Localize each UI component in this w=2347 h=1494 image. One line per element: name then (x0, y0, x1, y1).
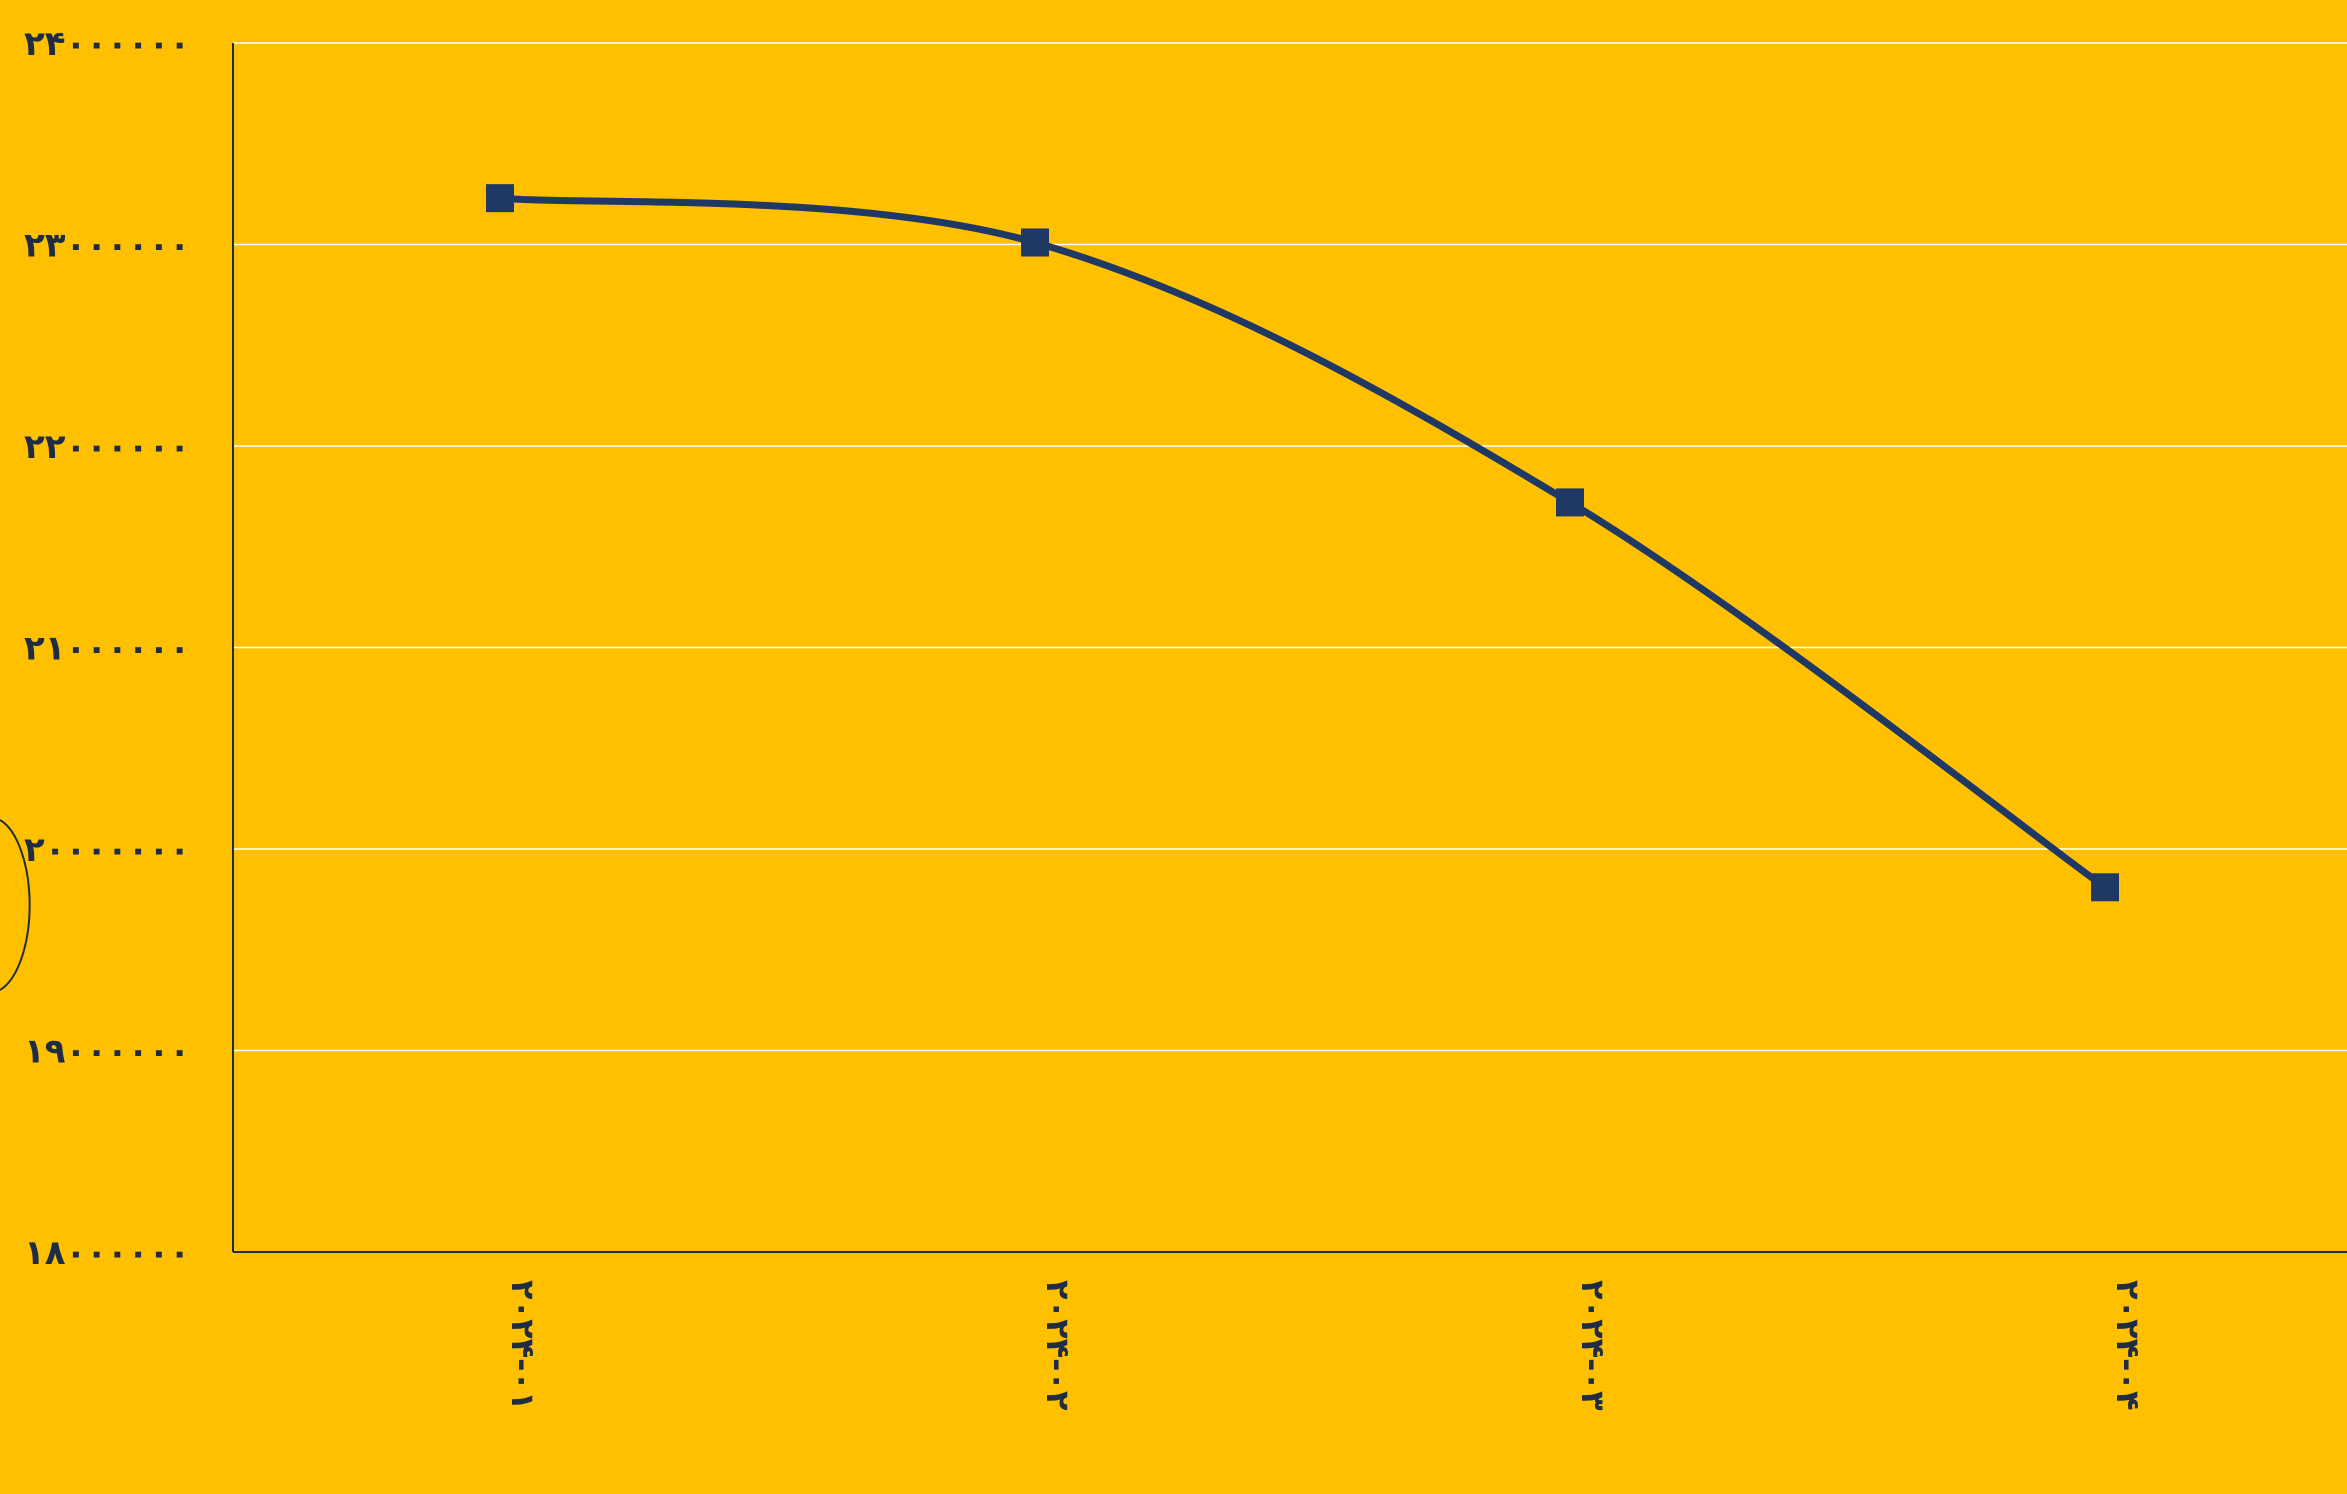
series-layer (486, 184, 2119, 902)
y-tick-label: ۲۲۰۰۰۰۰۰ (24, 427, 190, 467)
y-tick-label: ۲۰۰۰۰۰۰۰ (24, 830, 190, 870)
y-axis-tick-labels: ۱۸۰۰۰۰۰۰ ۱۹۰۰۰۰۰۰ ۲۰۰۰۰۰۰۰ ۲۱۰۰۰۰۰۰ ۲۲۰۰۰۰۰۰… (24, 24, 190, 1273)
data-point-marker (1021, 228, 1049, 257)
y-tick-label: ۱۸۰۰۰۰۰۰ (24, 1233, 190, 1273)
partial-circle-decoration (0, 819, 31, 991)
data-point-marker (486, 184, 514, 213)
y-tick-label: ۲۳۰۰۰۰۰۰ (24, 226, 190, 266)
y-tick-label: ۱۹۰۰۰۰۰۰ (24, 1032, 190, 1072)
gridlines (233, 42, 2347, 1052)
axes (232, 43, 2347, 1253)
y-tick-label: ۲۱۰۰۰۰۰۰ (24, 629, 190, 669)
data-point-marker (2091, 873, 2119, 902)
x-tick-label: ۲۰۲۴-۰۱ (504, 1280, 542, 1410)
x-tick-label: ۲۰۲۴-۰۲ (1039, 1280, 1077, 1411)
data-point-marker (1556, 488, 1584, 517)
x-axis-tick-labels: ۲۰۲۴-۰۱ ۲۰۲۴-۰۲ ۲۰۲۴-۰۳ ۲۰۲۴-۰۴ (504, 1280, 2147, 1411)
x-tick-label: ۲۰۲۴-۰۴ (2109, 1280, 2147, 1410)
series-line (496, 194, 2109, 891)
x-tick-label: ۲۰۲۴-۰۳ (1574, 1280, 1612, 1411)
y-tick-label: ۲۴۰۰۰۰۰۰ (24, 24, 190, 64)
